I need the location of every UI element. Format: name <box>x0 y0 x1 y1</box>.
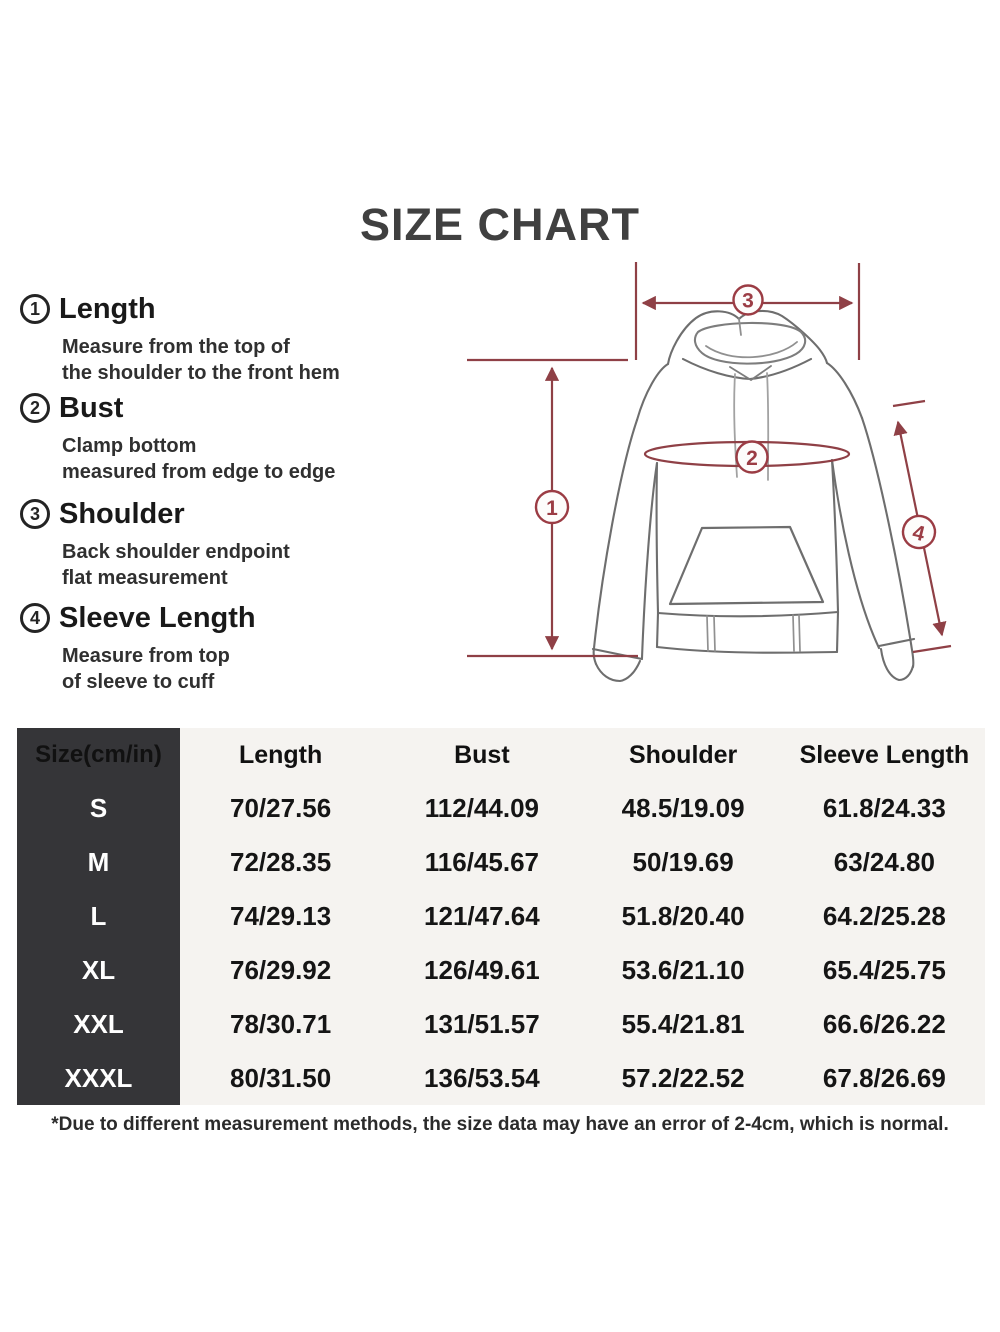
marker-circle <box>534 489 570 525</box>
marker-number: 3 <box>742 290 754 313</box>
definition-description: Clamp bottom measured from edge to edge <box>62 435 336 483</box>
definition-shoulder: 3 Shoulder Back shoulder endpoint flat m… <box>20 498 440 591</box>
table-cell: 53.6/21.10 <box>621 954 745 985</box>
definition-sleeve-length: 4 Sleeve Length Measure from top of slee… <box>20 602 440 695</box>
definition-head: 3 Shoulder <box>20 498 440 530</box>
table-cell: 70/27.56 <box>230 793 332 824</box>
definition-term: Sleeve Length <box>59 602 256 634</box>
marker-circle <box>732 284 764 316</box>
table-cell: 51.8/20.40 <box>621 901 745 932</box>
hoodie-outline <box>591 310 916 683</box>
table-cell: 72/28.35 <box>230 847 332 878</box>
size-label: XXL <box>17 997 180 1052</box>
table-cell: 76/29.92 <box>230 954 332 985</box>
circled-4-icon: 4 <box>20 603 50 633</box>
definition-length: 1 Length Measure from the top of the sho… <box>20 293 440 386</box>
definition-head: 2 Bust <box>20 392 440 424</box>
marker-bust: 2 <box>735 440 769 474</box>
table-cell: 55.4/21.81 <box>621 1008 745 1039</box>
table-cell: 50/19.69 <box>632 847 734 878</box>
definition-bust: 2 Bust Clamp bottom measured from edge t… <box>20 392 440 485</box>
marker-shoulder: 3 <box>732 284 764 316</box>
definition-term: Length <box>59 293 156 325</box>
table-cell: 136/53.54 <box>424 1062 540 1093</box>
definition-description: Back shoulder endpoint flat measurement <box>62 541 290 589</box>
table-cell: 131/51.57 <box>424 1008 540 1039</box>
table-header-length: Length <box>238 740 323 769</box>
size-label: S <box>17 782 180 836</box>
table-cell: 112/44.09 <box>424 793 539 824</box>
table-cell: 63/24.80 <box>833 847 935 878</box>
table-cell: 66.6/26.22 <box>822 1008 946 1039</box>
definition-description: Measure from the top of the shoulder to … <box>62 336 340 384</box>
hoodie-measurement-diagram: 3 1 2 4 <box>467 262 952 683</box>
table-cell: 61.8/24.33 <box>822 793 946 824</box>
measurement-markers: 3 1 2 4 <box>534 284 937 550</box>
marker-length: 1 <box>534 489 570 525</box>
table-cell: 67.8/26.69 <box>822 1062 946 1093</box>
circled-1-icon: 1 <box>20 294 50 324</box>
table-cell: 48.5/19.09 <box>621 793 745 824</box>
definition-head: 4 Sleeve Length <box>20 602 440 634</box>
table-cell: 80/31.50 <box>230 1062 332 1093</box>
measurement-annotations <box>467 262 952 658</box>
table-header-sleeve-length: Sleeve Length <box>799 740 970 769</box>
table-cell: 57.2/22.52 <box>621 1062 745 1093</box>
marker-number: 2 <box>746 447 758 470</box>
table-cell: 116/45.67 <box>424 847 539 878</box>
definition-term: Bust <box>59 392 124 424</box>
marker-circle <box>901 514 937 550</box>
page-title: SIZE CHART <box>360 199 640 250</box>
table-header-bust: Bust <box>454 740 510 769</box>
table-header-size: Size(cm/in) <box>17 728 180 782</box>
table-cell: 74/29.13 <box>230 901 332 932</box>
table-cell: 121/47.64 <box>424 901 540 932</box>
size-label: L <box>17 889 180 944</box>
table-cell: 65.4/25.75 <box>822 954 946 985</box>
definition-head: 1 Length <box>20 293 440 325</box>
circled-3-icon: 3 <box>20 499 50 529</box>
size-label: XL <box>17 943 180 998</box>
definition-term: Shoulder <box>59 498 185 530</box>
marker-sleeve: 4 <box>901 514 937 550</box>
marker-circle <box>735 440 769 474</box>
table-cell: 126/49.61 <box>424 954 540 985</box>
definition-description: Measure from top of sleeve to cuff <box>62 645 230 693</box>
circled-2-icon: 2 <box>20 393 50 423</box>
table-cell: 78/30.71 <box>230 1008 332 1039</box>
table-header-shoulder: Shoulder <box>628 740 738 769</box>
footnote: *Due to different measurement methods, t… <box>51 1114 949 1135</box>
size-table: Size(cm/in) Length Bust Shoulder Sleeve … <box>17 728 985 1105</box>
marker-number: 1 <box>546 497 558 520</box>
size-label: XXXL <box>17 1051 180 1105</box>
size-label: M <box>17 835 180 890</box>
table-cell: 64.2/25.28 <box>822 901 946 932</box>
